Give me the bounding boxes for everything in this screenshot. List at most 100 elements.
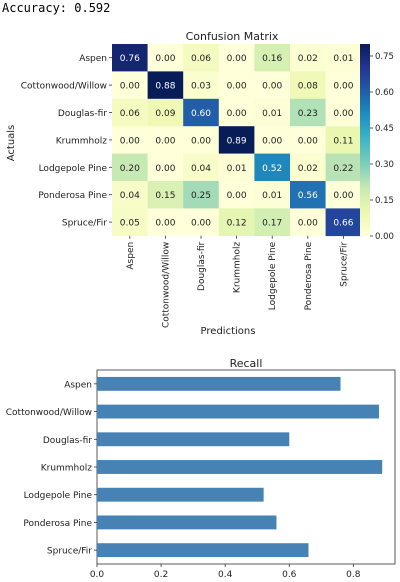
heatmap-cell <box>325 44 362 72</box>
colorbar <box>360 44 370 236</box>
heatmap-cell-label: 0.15 <box>155 191 175 201</box>
heatmap-cell-label: 0.20 <box>120 164 140 174</box>
heatmap-cell <box>218 98 255 127</box>
heatmap-x-tick-label: Cottonwood/Willow <box>161 242 171 328</box>
heatmap-cell <box>183 208 220 237</box>
colorbar-tick-label: 0.00 <box>375 232 394 242</box>
heatmap-cell-label: 0.23 <box>298 109 318 119</box>
heatmap-cell <box>112 181 148 209</box>
heatmap-cell <box>254 71 291 100</box>
heatmap-cell <box>183 98 220 127</box>
heatmap-x-tick-labels: Aspen Cottonwood/Willow Douglas-fir Krummho… <box>126 235 349 328</box>
heatmap-cell <box>112 126 148 154</box>
heatmap-cell <box>325 126 362 154</box>
recall-y-tick-labels: Aspen Cottonwood/Willow Douglas-fir Krummho… <box>6 380 97 557</box>
heatmap-y-tick-label: Aspen <box>79 54 107 64</box>
heatmap-cell-label: 0.05 <box>120 219 140 229</box>
heatmap-cell <box>218 181 255 209</box>
recall-y-tick-label: Ponderosa Pine <box>23 519 92 529</box>
heatmap-cell-label: 0.00 <box>298 219 318 229</box>
heatmap-cell-label: 0.00 <box>155 136 175 146</box>
heatmap-cell <box>147 98 184 127</box>
heatmap-cell-label: 0.11 <box>333 136 353 146</box>
heatmap-cell-label: 0.09 <box>155 109 175 119</box>
heatmap-cell-label: 0.06 <box>191 54 211 64</box>
heatmap-x-tick-label: Aspen <box>126 242 136 270</box>
heatmap-cell-label: 0.12 <box>227 219 247 229</box>
heatmap-cell-label: 0.76 <box>120 54 140 64</box>
heatmap-cell-label: 0.01 <box>262 109 282 119</box>
recall-x-tick-label: 0.8 <box>346 570 361 580</box>
heatmap-cell-label: 0.60 <box>191 109 211 119</box>
accuracy-text: Accuracy: 0.592 <box>2 1 111 15</box>
heatmap-cell <box>290 71 326 100</box>
heatmap-cell-label: 0.00 <box>155 164 175 174</box>
recall-y-tick-label: Spruce/Fir <box>47 547 92 557</box>
recall-bar <box>97 543 309 558</box>
heatmap-cell <box>147 153 184 182</box>
heatmap-y-tick-label: Spruce/Fir <box>62 219 107 229</box>
recall-title: Recall <box>230 357 263 370</box>
heatmap-cell-label: 0.00 <box>298 136 318 146</box>
heatmap-cell-label: 0.00 <box>333 191 353 201</box>
heatmap-cell <box>183 44 220 72</box>
heatmap-cell-label: 0.66 <box>333 219 353 229</box>
recall-bar <box>97 515 277 530</box>
heatmap-cell <box>112 71 148 100</box>
heatmap-cell-label: 0.00 <box>227 109 247 119</box>
recall-bar <box>97 487 264 502</box>
heatmap-cell-label: 0.04 <box>120 191 140 201</box>
heatmap-cell <box>325 71 362 100</box>
heatmap-cell <box>147 44 184 72</box>
heatmap-cell-label: 0.01 <box>262 191 282 201</box>
heatmap-cell-label: 0.00 <box>333 109 353 119</box>
heatmap-cell <box>290 208 326 237</box>
heatmap-cell <box>112 208 148 237</box>
recall-y-tick-label: Cottonwood/Willow <box>6 408 92 418</box>
colorbar-tick-label: 0.30 <box>375 160 394 170</box>
recall-y-tick-label: Douglas-fir <box>43 436 92 446</box>
heatmap-cell-label: 0.56 <box>298 191 318 201</box>
heatmap-cell-label: 0.00 <box>155 54 175 64</box>
heatmap-xlabel: Predictions <box>201 326 256 337</box>
heatmap-cell <box>325 153 362 182</box>
heatmap-cell <box>218 208 255 237</box>
heatmap-y-tick-label: Cottonwood/Willow <box>21 82 107 92</box>
recall-y-tick-label: Aspen <box>64 380 92 390</box>
heatmap-cell <box>290 126 326 154</box>
recall-y-tick-label: Krummholz <box>41 464 93 474</box>
colorbar-tick-label: 0.75 <box>375 52 394 62</box>
heatmap-cell-label: 0.01 <box>333 54 353 64</box>
heatmap-cell-label: 0.22 <box>333 164 353 174</box>
heatmap-cells <box>112 44 362 237</box>
heatmap-cell <box>254 126 291 154</box>
heatmap-cell <box>290 44 326 72</box>
heatmap-cell-label: 0.02 <box>298 54 318 64</box>
heatmap-cell <box>183 71 220 100</box>
heatmap-x-tick-label: Spruce/Fir <box>339 242 349 287</box>
heatmap-y-tick-label: Krummholz <box>56 136 108 146</box>
heatmap-cell <box>183 126 220 154</box>
heatmap-cell-label: 0.00 <box>120 136 140 146</box>
colorbar-tick-label: 0.60 <box>375 88 394 98</box>
heatmap-cell <box>290 153 326 182</box>
heatmap-ylabel: Actuals <box>6 125 17 162</box>
heatmap-cell <box>218 153 255 182</box>
recall-bar <box>97 432 290 447</box>
heatmap-cell-label: 0.06 <box>120 109 140 119</box>
heatmap-cell <box>218 126 255 154</box>
recall-y-tick-label: Lodgepole Pine <box>24 491 93 501</box>
heatmap-cell-label: 0.08 <box>298 82 318 92</box>
heatmap-title: Confusion Matrix <box>186 30 279 43</box>
heatmap-cell <box>290 98 326 127</box>
recall-bars <box>97 376 383 558</box>
heatmap-cell-label: 0.02 <box>298 164 318 174</box>
colorbar-tick-label: 0.45 <box>375 124 394 134</box>
heatmap-cell-label: 0.00 <box>191 219 211 229</box>
heatmap-cell <box>254 208 291 237</box>
heatmap-cell-label: 0.04 <box>191 164 211 174</box>
heatmap-cell-label: 0.88 <box>155 82 175 92</box>
colorbar-ticks: 0.00 0.15 0.30 0.45 0.60 0.75 <box>370 52 394 242</box>
heatmap-cell <box>147 71 184 100</box>
heatmap-cell-label: 0.89 <box>227 136 247 146</box>
